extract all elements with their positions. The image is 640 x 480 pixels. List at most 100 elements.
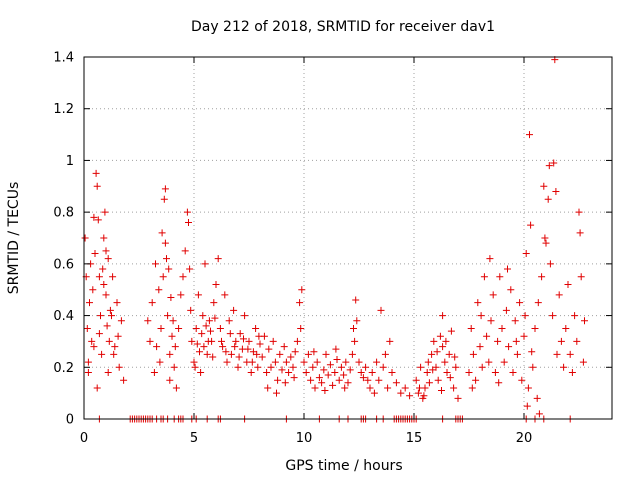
data-point (451, 353, 459, 361)
data-point (562, 325, 570, 332)
data-point (101, 208, 109, 216)
data-point (452, 363, 460, 371)
data-point (329, 381, 337, 389)
data-point (552, 187, 560, 195)
data-point (454, 394, 462, 402)
data-point (207, 327, 214, 335)
data-point (335, 376, 343, 384)
data-point (185, 218, 192, 226)
data-point (494, 337, 502, 345)
data-point (94, 216, 102, 224)
data-point (544, 195, 552, 203)
data-point (355, 358, 363, 366)
data-point (163, 255, 170, 263)
data-point (443, 368, 451, 376)
data-point (290, 374, 298, 382)
y-tick-label: 1.4 (53, 51, 74, 66)
data-point (170, 363, 178, 371)
data-point (511, 317, 519, 325)
data-point (425, 379, 433, 387)
data-point (531, 325, 539, 332)
data-point (307, 376, 315, 384)
data-point (108, 312, 115, 320)
data-point (194, 291, 202, 299)
data-point (212, 281, 220, 289)
x-axis-label: GPS time / hours (285, 458, 402, 474)
data-point (518, 376, 526, 384)
data-point (150, 368, 158, 376)
data-point (533, 394, 541, 402)
data-point (417, 363, 425, 371)
data-point (159, 273, 167, 281)
data-point (267, 363, 275, 371)
data-point (111, 343, 119, 351)
data-point (157, 325, 165, 332)
data-point (106, 306, 114, 314)
axis-ticks: 0 5 10 15 20 0 0.2 0.4 0.6 0.8 1 1.2 1.4 (53, 51, 612, 446)
data-point (535, 410, 543, 418)
data-point (555, 291, 563, 299)
data-point (210, 299, 218, 307)
data-point (191, 363, 199, 371)
data-point (188, 337, 196, 345)
data-point (377, 306, 385, 314)
data-point (97, 312, 104, 320)
data-point (553, 350, 561, 358)
data-point (302, 368, 310, 376)
data-point (236, 330, 244, 338)
y-tick-label: 1.2 (53, 102, 74, 117)
data-point (187, 306, 195, 314)
data-point (297, 325, 305, 332)
data-point (181, 247, 189, 255)
data-point (86, 299, 93, 307)
data-point (401, 384, 409, 392)
data-point (392, 379, 400, 387)
data-point (576, 229, 584, 237)
data-point (274, 376, 282, 384)
data-point (486, 255, 494, 263)
data-point (557, 337, 565, 345)
data-point (447, 327, 455, 335)
data-point (240, 335, 247, 343)
data-point (573, 337, 581, 345)
data-point (357, 368, 365, 376)
data-point (476, 343, 484, 351)
data-point (214, 255, 222, 263)
data-point (424, 358, 432, 366)
data-point (446, 374, 454, 382)
data-point (496, 273, 504, 281)
data-point (324, 371, 332, 379)
data-point (430, 337, 438, 345)
data-point (341, 384, 349, 392)
data-point (166, 376, 174, 384)
data-point (516, 299, 524, 307)
data-point (550, 159, 558, 167)
data-point (276, 350, 284, 358)
data-point (526, 131, 533, 139)
data-point (581, 317, 588, 325)
data-point (546, 260, 554, 268)
data-point (300, 358, 308, 366)
data-point (103, 322, 111, 330)
data-point (477, 312, 485, 320)
data-point (337, 363, 345, 371)
data-point (524, 384, 532, 392)
x-tick-label: 15 (406, 431, 423, 446)
data-point (577, 273, 585, 281)
data-point (166, 350, 174, 358)
data-point (438, 387, 445, 395)
data-point (366, 384, 374, 392)
data-point (528, 348, 536, 356)
data-point (359, 374, 367, 382)
data-point (495, 379, 503, 387)
data-point (168, 332, 176, 340)
data-point (541, 234, 549, 242)
data-point (110, 350, 118, 358)
data-point (375, 376, 383, 384)
data-point (529, 363, 537, 371)
data-point (161, 185, 169, 193)
data-point (386, 337, 394, 345)
data-point (406, 392, 414, 400)
data-point (148, 299, 156, 307)
y-axis-label: SRMTID / TECUs (6, 182, 22, 295)
